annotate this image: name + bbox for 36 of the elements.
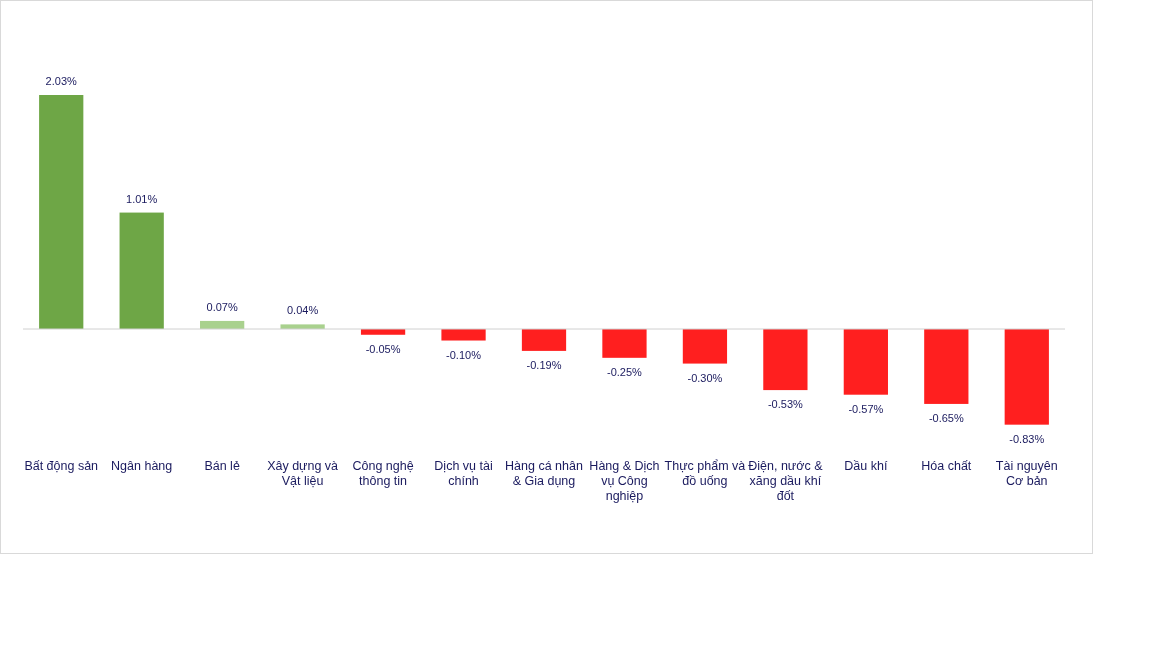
bar [602, 329, 647, 358]
data-label: 0.07% [206, 300, 238, 313]
x-tick-label: Điện, nước & xăng dầu khí đốt [748, 459, 824, 503]
data-label: -0.19% [526, 358, 562, 371]
x-tick-label: Ngân hàng [111, 459, 173, 473]
data-label: -0.05% [365, 342, 401, 355]
data-label: -0.10% [446, 348, 482, 361]
x-tick-label: Hàng cá nhân & Gia dụng [505, 459, 583, 488]
bar [682, 329, 728, 364]
bar [843, 329, 888, 395]
data-label: 0.04% [287, 304, 319, 317]
x-tick-label: Bất động sản [24, 459, 99, 473]
bar [441, 329, 486, 341]
data-label: -0.83% [1009, 432, 1045, 445]
x-tick-label: Hàng & Dịch vụ Công nghiệp [589, 459, 660, 503]
data-label: -0.65% [928, 411, 964, 424]
bar [763, 329, 808, 391]
x-tick-label: Xây dựng và Vật liệu [267, 459, 339, 488]
bar [119, 212, 164, 329]
data-label: 2.03% [45, 75, 78, 87]
data-label: -0.25% [607, 365, 643, 378]
bar [39, 95, 84, 329]
bar [521, 329, 567, 351]
data-label: -0.57% [848, 402, 884, 415]
data-label: 1.01% [126, 192, 158, 205]
bar [924, 329, 969, 404]
x-tick-label: Công nghệ thông tin [352, 459, 414, 488]
x-tick-label: Thực phẩm và đồ uống [664, 459, 746, 488]
x-tick-label: Bán lẻ [204, 459, 240, 473]
data-label: -0.53% [767, 398, 804, 411]
bar [1004, 329, 1049, 425]
data-label: -0.30% [687, 371, 723, 384]
x-tick-label: Dịch vụ tài chính [434, 459, 493, 488]
x-tick-label: Dầu khí [844, 459, 888, 473]
x-tick-label: Tài nguyên Cơ bản [995, 459, 1058, 488]
x-tick-label: Hóa chất [921, 459, 972, 473]
